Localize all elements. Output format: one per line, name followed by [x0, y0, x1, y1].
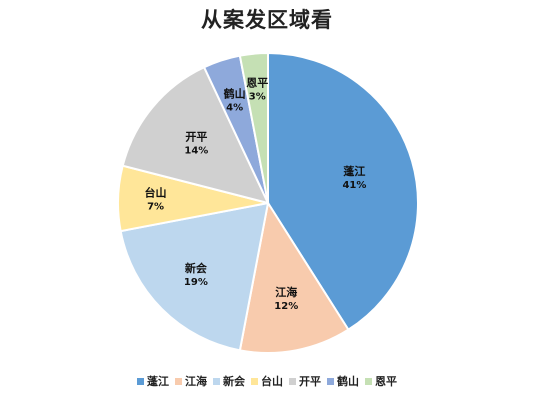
slice-category-label: 江海 — [275, 285, 297, 299]
chart-title: 从案发区域看 — [201, 7, 333, 32]
legend-item: 蓬江 — [137, 373, 169, 389]
legend-item: 新会 — [213, 373, 245, 389]
pie-slice-1 — [238, 200, 350, 354]
slice-percent-label: 4% — [226, 102, 243, 113]
slice-category-label: 新会 — [185, 261, 208, 275]
slice-percent-label: 7% — [147, 201, 164, 212]
slice-category-label: 蓬江 — [343, 164, 365, 178]
legend-label: 恩平 — [375, 375, 397, 388]
pie-slice-4 — [121, 65, 270, 205]
slice-percent-label: 19% — [184, 277, 208, 288]
legend-item: 开平 — [289, 373, 321, 389]
legend-label: 蓬江 — [147, 375, 169, 388]
legend-swatch — [365, 377, 372, 385]
legend-item: 台山 — [251, 373, 283, 389]
legend-label: 鹤山 — [337, 375, 359, 388]
legend-swatch — [327, 377, 334, 385]
slice-percent-label: 14% — [184, 146, 208, 157]
legend-swatch — [213, 377, 220, 385]
legend-swatch — [175, 377, 182, 385]
slice-percent-label: 12% — [274, 301, 298, 312]
legend-swatch — [137, 377, 144, 385]
slice-percent-label: 3% — [249, 92, 266, 103]
legend-swatch — [289, 377, 296, 385]
legend-label: 开平 — [299, 375, 321, 388]
legend: 蓬江 江海 新会 台山 开平 鹤山 恩平 — [0, 373, 534, 389]
legend-swatch — [251, 377, 258, 385]
legend-label: 新会 — [223, 375, 245, 388]
pie-slice-2 — [119, 201, 270, 352]
slice-percent-label: 41% — [342, 180, 366, 191]
slice-category-label: 开平 — [185, 131, 207, 144]
legend-item: 江海 — [175, 373, 207, 389]
legend-item: 恩平 — [365, 373, 397, 389]
legend-label: 台山 — [261, 375, 283, 388]
pie-slice-6 — [238, 51, 269, 204]
legend-item: 鹤山 — [327, 373, 359, 389]
slice-category-label: 台山 — [145, 185, 167, 199]
slice-category-label: 恩平 — [246, 77, 268, 90]
slice-category-label: 鹤山 — [224, 86, 246, 100]
legend-label: 江海 — [185, 375, 207, 388]
